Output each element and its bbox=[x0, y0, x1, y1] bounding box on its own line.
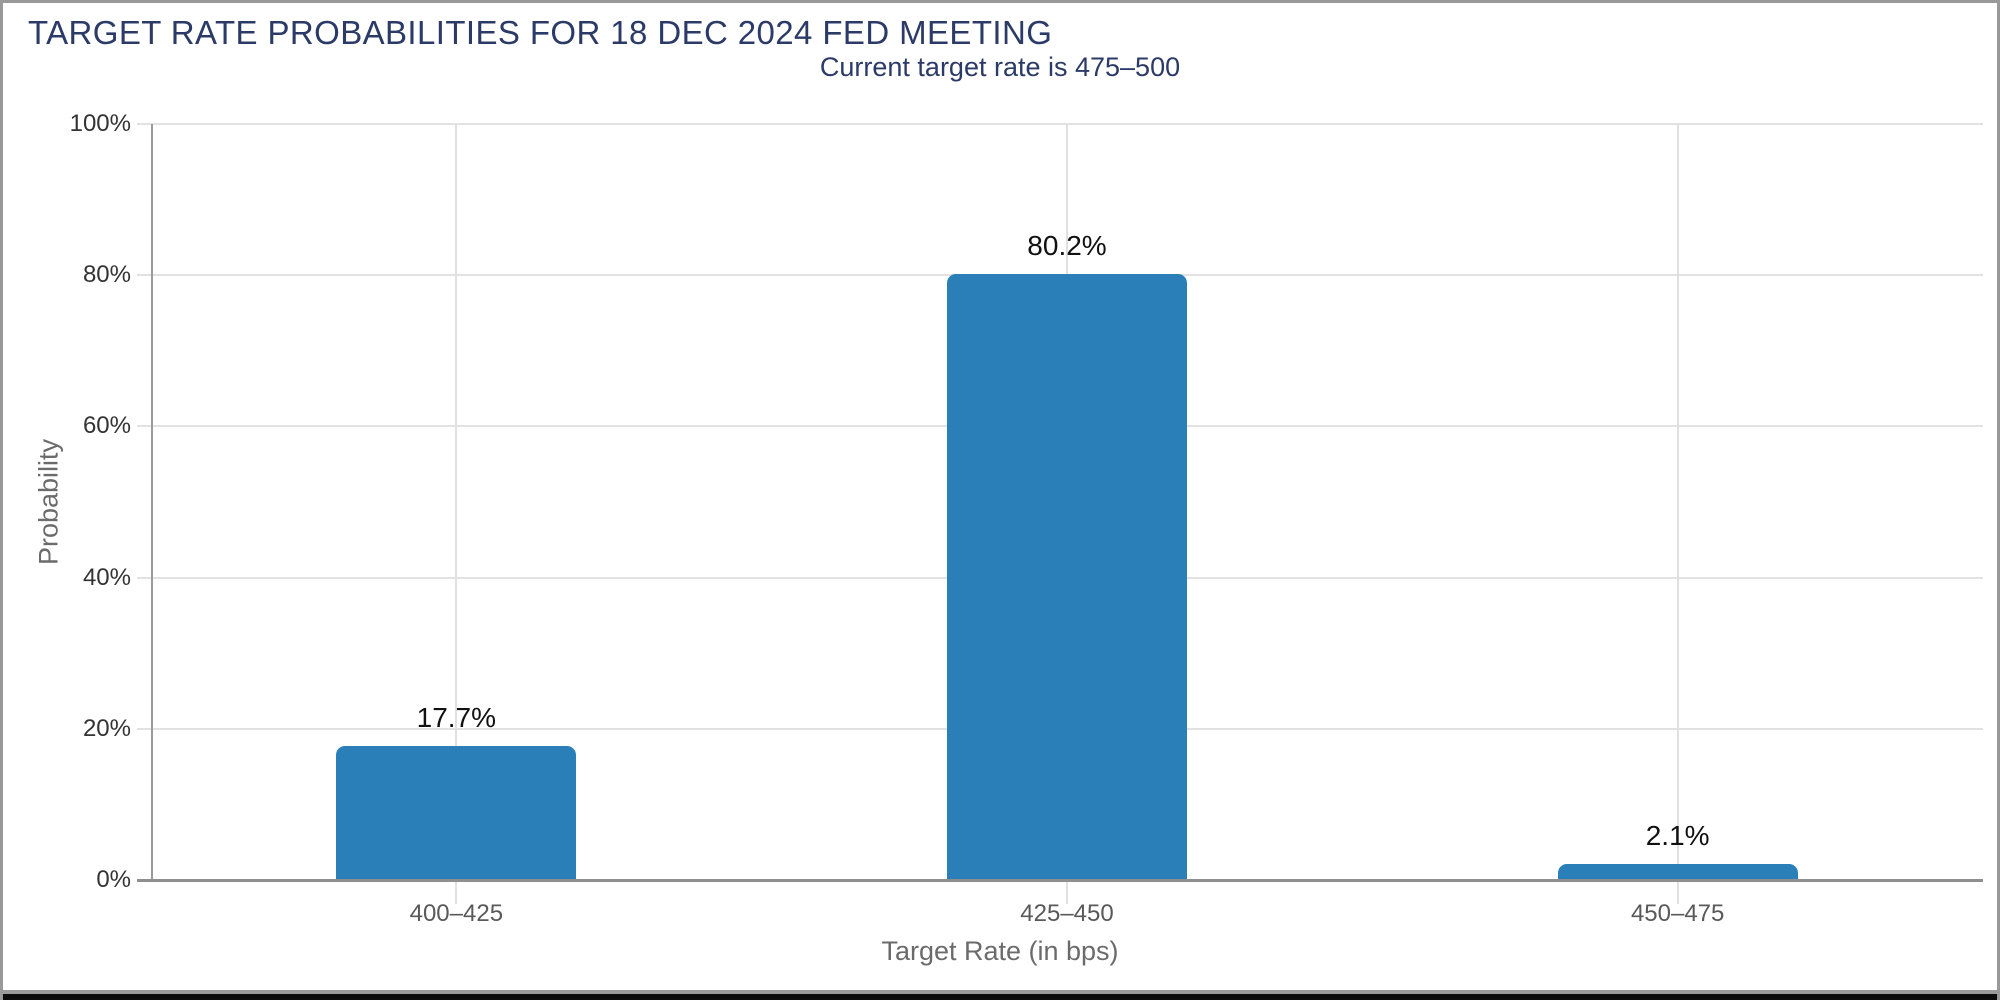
x-axis-baseline bbox=[137, 879, 1983, 882]
bar-425-450 bbox=[947, 273, 1187, 880]
chart-title: TARGET RATE PROBABILITIES FOR 18 DEC 202… bbox=[28, 14, 1053, 51]
y-tick-label: 0% bbox=[96, 866, 131, 893]
bar-value-label: 17.7% bbox=[416, 702, 497, 734]
y-tick-label: 80% bbox=[82, 261, 131, 289]
chart-subtitle: Current target rate is 475–500 bbox=[819, 52, 1181, 82]
gridline-vertical bbox=[1676, 124, 1679, 904]
gridline-horizontal bbox=[137, 123, 1983, 125]
frame-border-bottom-black bbox=[3, 994, 1997, 1000]
x-category-label: 450–475 bbox=[1630, 900, 1725, 927]
y-tick-label: 100% bbox=[69, 110, 131, 137]
bar-value-label: 80.2% bbox=[1027, 229, 1107, 261]
gridline-vertical bbox=[455, 124, 458, 904]
y-tick-label: 40% bbox=[82, 563, 131, 591]
y-axis-line bbox=[151, 124, 153, 880]
bar-400-425 bbox=[336, 746, 577, 880]
x-category-label: 400–425 bbox=[409, 900, 504, 927]
frame-border-bottom-gray bbox=[3, 990, 1997, 994]
y-tick-label: 60% bbox=[82, 412, 131, 440]
x-axis-title: Target Rate (in bps) bbox=[881, 936, 1119, 966]
y-axis-title: Probability bbox=[33, 438, 64, 566]
frame-border-bottom bbox=[3, 990, 1997, 1000]
bar-450-475 bbox=[1557, 864, 1798, 880]
plot-area: 0% 20% 40% 60% 80% 100% 17.7% 400–425 80.2% 425–4… bbox=[70, 110, 1983, 927]
x-category-label: 425–450 bbox=[1020, 900, 1114, 927]
bar-value-label: 2.1% bbox=[1645, 820, 1710, 852]
y-tick-label: 20% bbox=[82, 714, 131, 742]
